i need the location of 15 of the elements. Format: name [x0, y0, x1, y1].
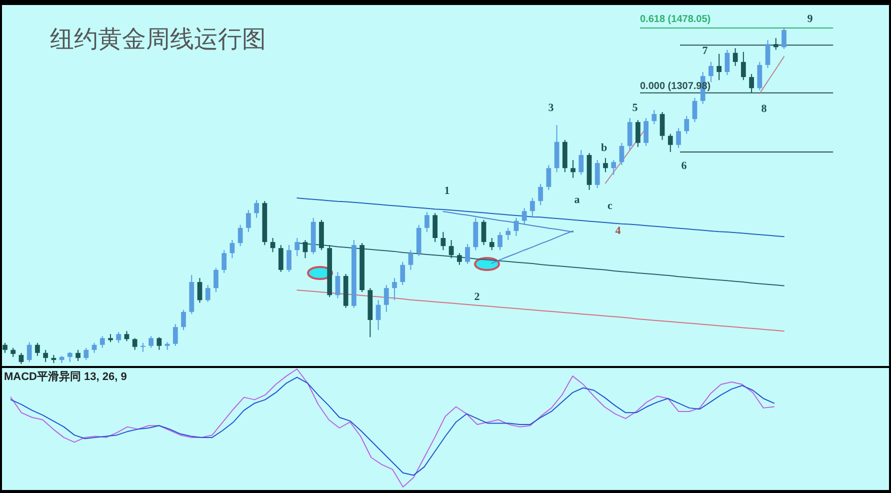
annotation: 2 [474, 291, 480, 303]
annotation: 5 [632, 102, 638, 114]
chart-title: 纽约黄金周线运行图 [50, 26, 266, 53]
annotation: c [608, 200, 613, 212]
annotation: 8 [761, 103, 768, 115]
annotation: a [574, 194, 580, 206]
annotation: 4 [615, 225, 622, 237]
annotation: 3 [548, 102, 554, 114]
text: 0.618 (1478.05) [640, 14, 711, 25]
annotation: 7 [702, 45, 708, 57]
annotation: 1 [444, 185, 450, 197]
text: 9 [807, 13, 814, 25]
annotation: b [600, 142, 608, 154]
chart-title: MACD平滑异同 13, 26, 9 [4, 370, 127, 383]
annotation: 6 [681, 160, 688, 172]
